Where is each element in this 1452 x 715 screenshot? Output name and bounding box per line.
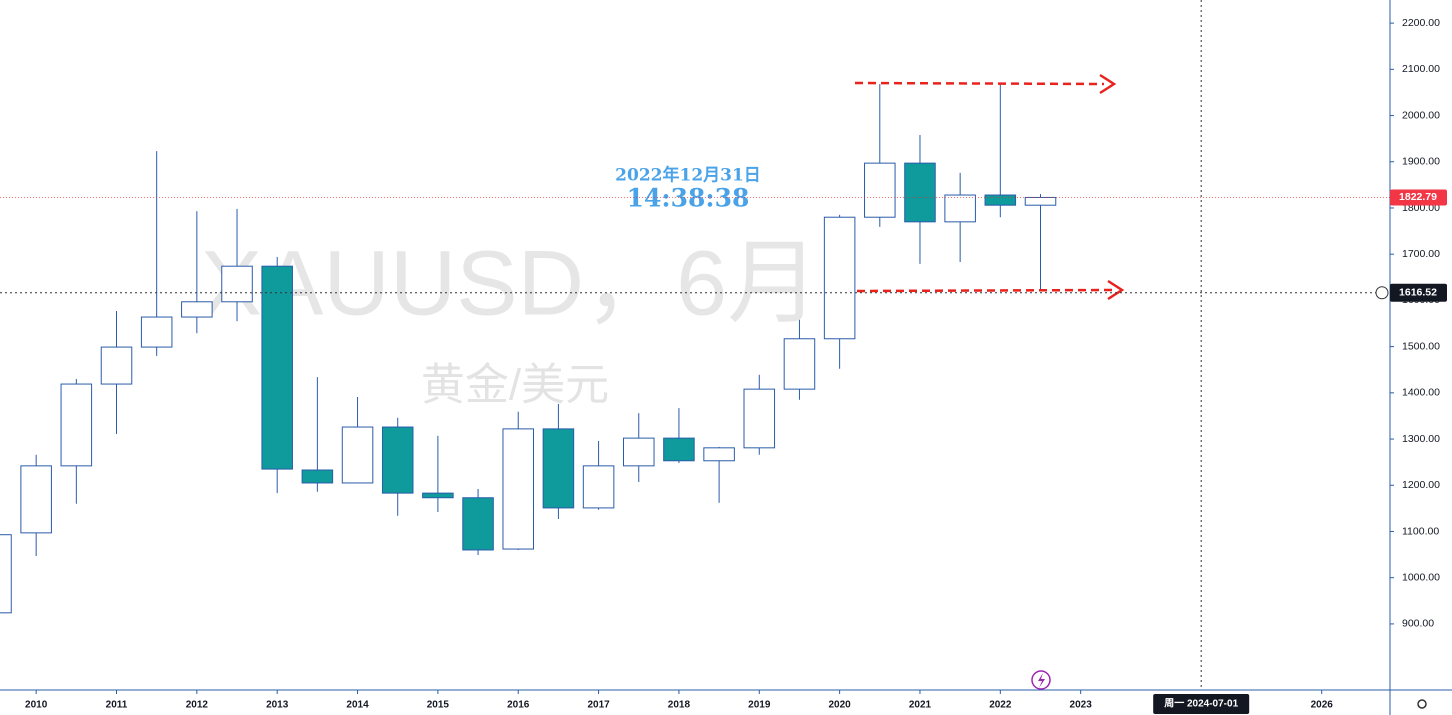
candle-body (140, 316, 173, 348)
y-tick-label: 1400.00 (1402, 387, 1440, 399)
candle-body (20, 465, 52, 534)
candle-body (341, 426, 374, 484)
event-icon[interactable] (1031, 670, 1051, 690)
x-tick-label: 2015 (427, 700, 450, 711)
x-tick-label: 2026 (1311, 700, 1334, 711)
x-tick-label: 2019 (748, 700, 771, 711)
candle-body (703, 447, 735, 462)
candle-body (743, 388, 776, 449)
last-price-box (1390, 189, 1447, 206)
candle-body (221, 265, 253, 303)
timestamp-time: 14:38:38 (627, 184, 750, 213)
x-tick-label: 2013 (266, 700, 289, 711)
y-tick-label: 2200.00 (1402, 17, 1440, 29)
y-tick-label: 1900.00 (1402, 156, 1440, 168)
drawing-arrows (854, 73, 1125, 301)
candle-body (984, 194, 1017, 206)
candle-body (582, 465, 615, 509)
candle-body (301, 469, 334, 484)
candle-body (381, 426, 414, 494)
x-tick-label: 2021 (909, 700, 932, 711)
x-tick-label: 2012 (186, 700, 209, 711)
y-tick-label: 1700.00 (1402, 248, 1440, 260)
y-tick-label: 1100.00 (1402, 525, 1439, 537)
x-tick-label: 2010 (25, 700, 48, 711)
candle-body (864, 162, 896, 218)
candle-body (1024, 196, 1057, 206)
candle-body (944, 194, 976, 223)
arrow-head (1099, 73, 1117, 95)
arrow-head (1107, 279, 1125, 301)
candle-body (542, 428, 575, 509)
x-tick-label: 2017 (587, 700, 610, 711)
y-tick-label: 1500.00 (1402, 340, 1440, 352)
candle-body (783, 338, 816, 390)
event-icon-bolt (1038, 673, 1045, 688)
candle-body (261, 265, 293, 470)
candle-body (60, 383, 93, 467)
x-tick-label: 2020 (828, 700, 851, 711)
candle-body (422, 492, 454, 499)
last-price-label: 1822.79 (1399, 191, 1437, 203)
arrow-line (854, 81, 1105, 86)
y-tick-label: 2100.00 (1402, 63, 1440, 75)
y-tick-label: 1200.00 (1402, 479, 1440, 491)
candle-body (622, 437, 655, 467)
crosshair-x-label: 周一 2024-07-01 (1164, 698, 1238, 710)
watermark: XAUUSD，6月 (201, 232, 820, 334)
x-tick-label: 2011 (106, 700, 128, 711)
settings-icon[interactable] (1417, 699, 1427, 709)
candle-body (502, 428, 535, 550)
x-tick-label: 2018 (668, 700, 691, 711)
y-tick-label: 1000.00 (1402, 571, 1440, 583)
candle-body (904, 162, 936, 223)
crosshair-y-label: 1616.52 (1399, 287, 1437, 299)
x-tick-label: 2016 (507, 700, 530, 711)
y-tick-label: 1300.00 (1402, 433, 1440, 445)
candle-body (100, 346, 133, 385)
y-tick-label: 900.00 (1402, 618, 1434, 630)
candle-body (0, 534, 12, 614)
watermark-subtitle: 黄金/美元 (421, 361, 609, 410)
x-tick-label: 2022 (989, 700, 1012, 711)
candle-body (663, 437, 695, 462)
arrow-line (856, 288, 1113, 293)
timestamp-date: 2022年12月31日 (615, 165, 761, 186)
plot-area (0, 84, 1057, 614)
y-tick-label: 2000.00 (1402, 109, 1440, 121)
candle-body (823, 216, 856, 340)
crosshair-y-box (1390, 283, 1447, 302)
x-tick-label: 2023 (1070, 700, 1093, 711)
x-tick-label: 2014 (346, 700, 369, 711)
crosshair-x-box (1153, 694, 1250, 714)
crosshair-add-icon[interactable] (1375, 286, 1389, 300)
candle-body (181, 301, 213, 318)
candle-body (462, 497, 494, 551)
